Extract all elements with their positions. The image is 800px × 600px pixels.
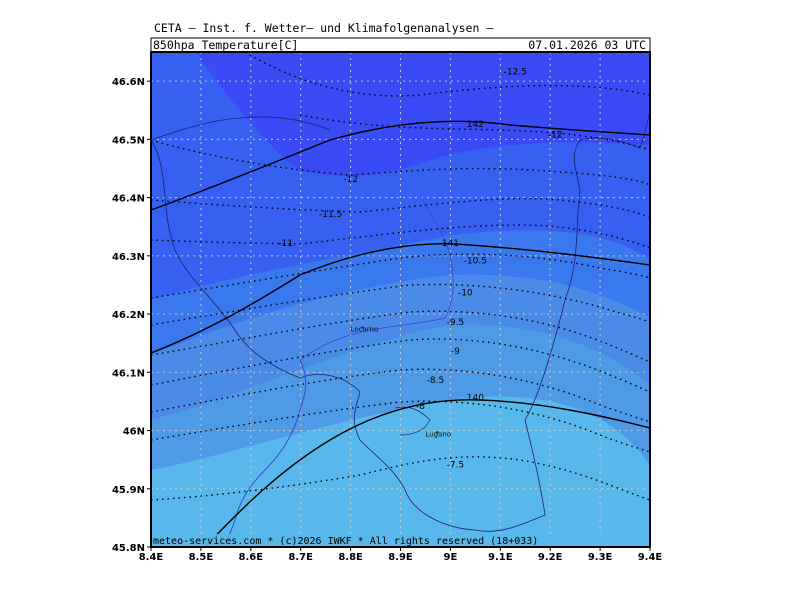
- temperature-contour-label: -9: [451, 347, 460, 357]
- temperature-contour-label: -12: [343, 175, 358, 185]
- lake-maggiore: [220, 359, 307, 547]
- temperature-contour-label: -10.5: [464, 257, 487, 267]
- y-tick-label: 46.2N: [112, 310, 145, 321]
- y-tick-label: 46.1N: [112, 368, 145, 379]
- temperature-contour-label: -11.5: [319, 210, 342, 220]
- x-tick-label: 9E: [444, 552, 458, 563]
- y-tick-label: 46N: [123, 427, 145, 438]
- contour-minus12-south: [151, 139, 650, 186]
- x-tick-label: 8.9E: [388, 552, 413, 563]
- temperature-contour-label: -11: [278, 239, 293, 249]
- temperature-contour-label: -12: [548, 130, 563, 140]
- x-tick-label: 9.4E: [638, 552, 663, 563]
- header-institute: CETA — Inst. f. Wetter— und Klimafolgena…: [154, 21, 493, 35]
- river-ticino: [299, 194, 454, 361]
- temperature-contour-label: -9.5: [447, 318, 465, 328]
- x-tick-label: 8.6E: [239, 552, 264, 563]
- y-tick-label: 46.6N: [112, 77, 145, 88]
- cities: Locarno Lugano: [351, 326, 452, 439]
- temperature-contour-label: -8: [416, 402, 425, 412]
- height-contour-142: [151, 120, 650, 211]
- y-tick-label: 45.9N: [112, 485, 145, 496]
- y-tick-label: 46.3N: [112, 252, 145, 263]
- temperature-contour-label: -12.5: [504, 67, 527, 77]
- product-title: 850hpa_Temperature[C]: [153, 38, 298, 52]
- height-contour-label: 140: [467, 394, 484, 404]
- height-contour-140: [204, 399, 650, 547]
- x-tick-label: 8.5E: [189, 552, 214, 563]
- y-tick-label: 46.5N: [112, 135, 145, 146]
- city-label: Lugano: [425, 430, 451, 438]
- height-contour-label: 142: [467, 120, 484, 130]
- x-axis: 8.4E 8.5E 8.6E 8.7E 8.8E 8.9E 9E 9.1E 9.2E 9.3E 9.…: [139, 547, 663, 563]
- contour-minus12-north: [299, 114, 650, 151]
- contour-minus7-5: [151, 456, 650, 501]
- contour-minus10: [151, 283, 650, 326]
- x-tick-label: 8.7E: [288, 552, 313, 563]
- temperature-contour-label: -7.5: [447, 460, 465, 470]
- contour-labels: -12.5 -12 -12 -11.5 -11 -10.5 -10 -9.5 -9 -8.5 -8 -…: [278, 67, 563, 470]
- temperature-contour-label: -8.5: [427, 376, 445, 386]
- city-label: Locarno: [351, 326, 379, 334]
- city-marker: [436, 431, 439, 434]
- height-contour-label: 141: [442, 239, 459, 249]
- y-tick-label: 46.4N: [112, 194, 145, 205]
- copyright-text: meteo-services.com * (c)2026 IWKF * All …: [153, 536, 538, 547]
- footer-band: [151, 534, 650, 547]
- y-axis: 46.6N 46.5N 46.4N 46.3N 46.2N 46.1N 46N 45.9N 45…: [112, 77, 151, 554]
- x-tick-label: 9.3E: [588, 552, 613, 563]
- country-border-north: [151, 116, 331, 141]
- y-tick-label: 45.8N: [112, 543, 145, 554]
- x-tick-label: 9.1E: [488, 552, 513, 563]
- lat-lon-grid: [151, 52, 650, 547]
- contour-minus9-5: [151, 310, 650, 363]
- dotted-contours: [151, 52, 650, 501]
- x-tick-label: 8.8E: [338, 552, 363, 563]
- city-marker: [361, 326, 364, 329]
- forecast-datetime: 07.01.2026 03 UTC: [528, 38, 646, 52]
- x-tick-label: 8.4E: [139, 552, 164, 563]
- solid-contours: [151, 120, 650, 547]
- temperature-contour-label: -10: [458, 289, 473, 299]
- band-coldest: [195, 52, 650, 176]
- map-area: -12.5 -12 -12 -11.5 -11 -10.5 -10 -9.5 -9 -8.5 -8 -…: [151, 52, 650, 547]
- x-tick-label: 9.2E: [538, 552, 563, 563]
- height-contour-141: [151, 243, 650, 354]
